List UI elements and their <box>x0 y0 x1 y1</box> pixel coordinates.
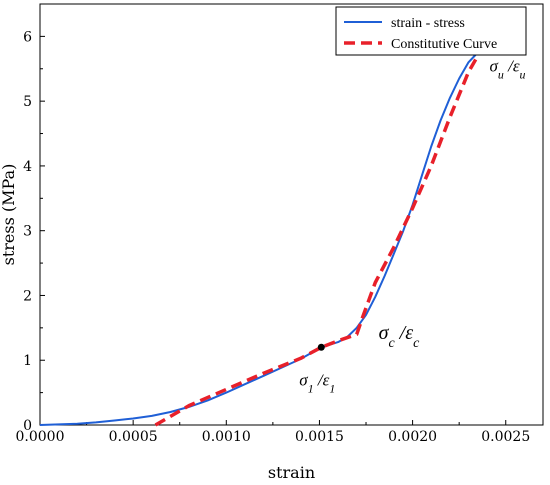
legend: strain - stress Constitutive Curve <box>335 6 527 56</box>
series-line-strain-stress <box>39 48 483 426</box>
series-line-constitutive-curve <box>154 48 484 427</box>
y-tick-label: 6 <box>23 29 32 45</box>
x-tick-label: 0.0020 <box>388 429 437 445</box>
legend-label: strain - stress <box>391 16 465 31</box>
x-tick-label: 0.0005 <box>109 429 158 445</box>
y-tick-label: 4 <box>23 159 32 175</box>
point-annotation: σc /εc <box>379 322 421 351</box>
y-tick-label: 1 <box>23 353 32 369</box>
y-tick-label: 5 <box>23 94 32 110</box>
y-axis-title: stress (MPa) <box>0 164 18 266</box>
points-layer: σ1 /ε1 σu /εu σc /εc <box>299 45 526 395</box>
legend-label: Constitutive Curve <box>391 37 497 52</box>
legend-box <box>335 6 527 56</box>
x-axis-ticks: 0.0000 0.0005 0.0010 0.0015 0.0020 0.0025 <box>16 420 530 445</box>
key-point <box>317 343 325 351</box>
x-tick-label: 0.0000 <box>16 429 65 445</box>
x-tick-label: 0.0025 <box>481 429 530 445</box>
y-tick-label: 2 <box>23 288 32 304</box>
x-axis-title: strain <box>268 463 315 482</box>
x-tick-label: 0.0015 <box>295 429 344 445</box>
y-axis-ticks: 0 1 2 3 4 5 6 <box>23 29 45 434</box>
y-tick-label: 3 <box>23 224 32 240</box>
x-tick-label: 0.0010 <box>202 429 251 445</box>
point-annotation: σ1 /ε1 <box>299 370 335 395</box>
y-tick-label: 0 <box>23 418 32 434</box>
plot-border <box>39 3 544 426</box>
point-annotation: σu /εu <box>490 56 526 81</box>
series-layer <box>39 48 484 427</box>
plot-frame <box>39 3 544 426</box>
